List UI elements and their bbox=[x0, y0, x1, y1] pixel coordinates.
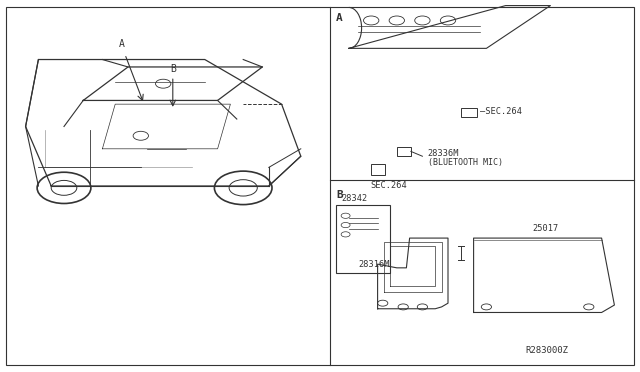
Text: 28342: 28342 bbox=[341, 194, 367, 203]
Text: R283000Z: R283000Z bbox=[525, 346, 569, 355]
Text: 28336M: 28336M bbox=[428, 149, 459, 158]
Text: SEC.264: SEC.264 bbox=[371, 181, 407, 190]
Bar bbox=[461, 108, 477, 117]
Text: A: A bbox=[336, 13, 343, 23]
Text: A: A bbox=[118, 39, 125, 49]
Text: B: B bbox=[170, 64, 176, 74]
Bar bbox=[397, 147, 411, 156]
Text: 25017: 25017 bbox=[532, 224, 559, 232]
Text: B: B bbox=[336, 190, 343, 200]
Text: 28316M: 28316M bbox=[358, 260, 390, 269]
Text: —SEC.264: —SEC.264 bbox=[480, 107, 522, 116]
Bar bbox=[371, 164, 385, 175]
Text: (BLUETOOTH MIC): (BLUETOOTH MIC) bbox=[428, 158, 502, 167]
